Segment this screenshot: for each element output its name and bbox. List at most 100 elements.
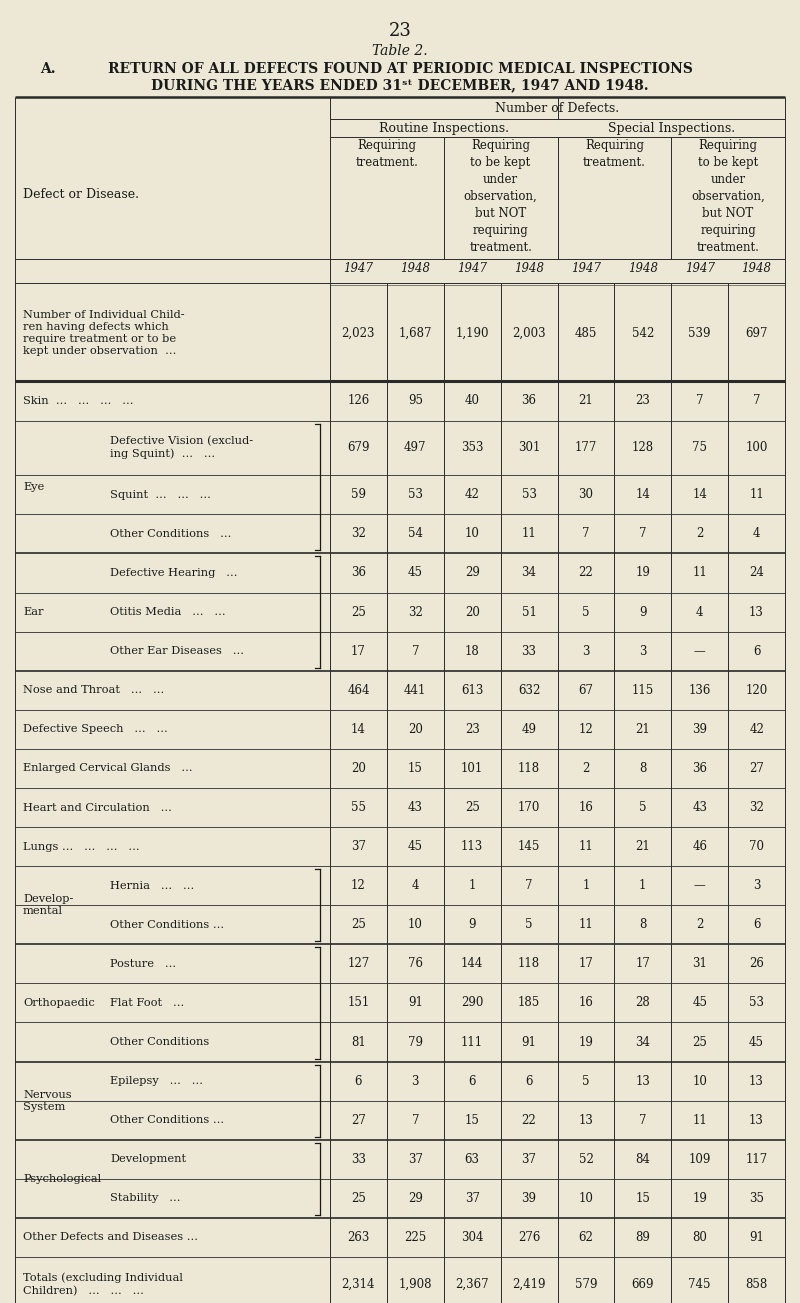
Text: Requiring
treatment.: Requiring treatment. xyxy=(583,139,646,169)
Text: Psychological: Psychological xyxy=(23,1174,101,1184)
Text: 91: 91 xyxy=(749,1231,764,1244)
Text: 113: 113 xyxy=(461,840,483,853)
Text: 35: 35 xyxy=(749,1192,764,1205)
Text: Heart and Circulation   ...: Heart and Circulation ... xyxy=(23,803,172,813)
Text: Table 2.: Table 2. xyxy=(372,44,428,59)
Text: 441: 441 xyxy=(404,684,426,697)
Text: 15: 15 xyxy=(408,762,422,775)
Text: 5: 5 xyxy=(639,801,646,814)
Text: 6: 6 xyxy=(354,1075,362,1088)
Text: 697: 697 xyxy=(746,327,768,340)
Text: Other Ear Diseases   ...: Other Ear Diseases ... xyxy=(110,646,244,657)
Text: 52: 52 xyxy=(578,1153,594,1166)
Text: 15: 15 xyxy=(465,1114,480,1127)
Text: Hernia   ...   ...: Hernia ... ... xyxy=(110,881,194,891)
Text: 1948: 1948 xyxy=(628,262,658,275)
Text: 37: 37 xyxy=(351,840,366,853)
Text: 1947: 1947 xyxy=(343,262,374,275)
Text: 17: 17 xyxy=(351,645,366,658)
Text: 59: 59 xyxy=(351,489,366,502)
Text: 22: 22 xyxy=(522,1114,537,1127)
Text: 20: 20 xyxy=(465,606,480,619)
Text: Development: Development xyxy=(110,1154,186,1165)
Text: 63: 63 xyxy=(465,1153,480,1166)
Text: 10: 10 xyxy=(408,919,422,932)
Text: 19: 19 xyxy=(578,1036,594,1049)
Text: 745: 745 xyxy=(689,1278,711,1291)
Text: 276: 276 xyxy=(518,1231,540,1244)
Text: 6: 6 xyxy=(753,919,760,932)
Text: 13: 13 xyxy=(749,1075,764,1088)
Text: 23: 23 xyxy=(635,395,650,408)
Text: 27: 27 xyxy=(351,1114,366,1127)
Text: 2,367: 2,367 xyxy=(455,1278,489,1291)
Text: 76: 76 xyxy=(408,958,423,971)
Text: 12: 12 xyxy=(351,880,366,893)
Text: 28: 28 xyxy=(635,997,650,1010)
Text: 3: 3 xyxy=(582,645,590,658)
Text: 485: 485 xyxy=(574,327,597,340)
Text: 669: 669 xyxy=(631,1278,654,1291)
Text: Nose and Throat   ...   ...: Nose and Throat ... ... xyxy=(23,685,164,696)
Text: 21: 21 xyxy=(578,395,594,408)
Text: Defect or Disease.: Defect or Disease. xyxy=(23,188,139,201)
Text: 11: 11 xyxy=(692,567,707,580)
Text: 3: 3 xyxy=(411,1075,419,1088)
Text: 170: 170 xyxy=(518,801,540,814)
Text: Eye: Eye xyxy=(23,482,44,493)
Text: Other Conditions ...: Other Conditions ... xyxy=(110,1115,224,1126)
Text: Requiring
treatment.: Requiring treatment. xyxy=(355,139,418,169)
Text: Requiring
to be kept
under
observation,
but NOT
requiring
treatment.: Requiring to be kept under observation, … xyxy=(691,139,765,254)
Text: 91: 91 xyxy=(522,1036,537,1049)
Text: 17: 17 xyxy=(578,958,594,971)
Text: Number of Defects.: Number of Defects. xyxy=(495,102,619,115)
Text: 7: 7 xyxy=(639,528,646,541)
Text: 151: 151 xyxy=(347,997,370,1010)
Text: 55: 55 xyxy=(351,801,366,814)
Text: 118: 118 xyxy=(518,958,540,971)
Text: 7: 7 xyxy=(753,395,760,408)
Text: 3: 3 xyxy=(639,645,646,658)
Text: 16: 16 xyxy=(578,997,594,1010)
Text: 109: 109 xyxy=(689,1153,711,1166)
Text: 23: 23 xyxy=(465,723,480,736)
Text: 42: 42 xyxy=(749,723,764,736)
Text: 25: 25 xyxy=(351,919,366,932)
Text: 1947: 1947 xyxy=(571,262,601,275)
Text: 31: 31 xyxy=(692,958,707,971)
Text: 19: 19 xyxy=(692,1192,707,1205)
Text: 7: 7 xyxy=(411,1114,419,1127)
Text: 115: 115 xyxy=(632,684,654,697)
Text: 2: 2 xyxy=(696,528,703,541)
Text: 84: 84 xyxy=(635,1153,650,1166)
Text: 858: 858 xyxy=(746,1278,768,1291)
Text: 42: 42 xyxy=(465,489,480,502)
Text: 89: 89 xyxy=(635,1231,650,1244)
Text: Flat Foot   ...: Flat Foot ... xyxy=(110,998,184,1009)
Text: 1947: 1947 xyxy=(685,262,714,275)
Text: —: — xyxy=(694,645,706,658)
Text: 32: 32 xyxy=(351,528,366,541)
Text: RETURN OF ALL DEFECTS FOUND AT PERIODIC MEDICAL INSPECTIONS: RETURN OF ALL DEFECTS FOUND AT PERIODIC … xyxy=(107,63,693,76)
Text: 53: 53 xyxy=(408,489,423,502)
Text: 11: 11 xyxy=(578,840,594,853)
Text: Squint  ...   ...   ...: Squint ... ... ... xyxy=(110,490,211,500)
Text: Enlarged Cervical Glands   ...: Enlarged Cervical Glands ... xyxy=(23,764,193,774)
Text: 6: 6 xyxy=(469,1075,476,1088)
Text: 16: 16 xyxy=(578,801,594,814)
Text: Epilepsy   ...   ...: Epilepsy ... ... xyxy=(110,1076,203,1087)
Text: 14: 14 xyxy=(635,489,650,502)
Text: 6: 6 xyxy=(753,645,760,658)
Text: 9: 9 xyxy=(639,606,646,619)
Text: 1,687: 1,687 xyxy=(398,327,432,340)
Text: 11: 11 xyxy=(692,1114,707,1127)
Text: 33: 33 xyxy=(351,1153,366,1166)
Text: 34: 34 xyxy=(522,567,537,580)
Text: 79: 79 xyxy=(408,1036,423,1049)
Text: 7: 7 xyxy=(582,528,590,541)
Text: Posture   ...: Posture ... xyxy=(110,959,176,969)
Text: 542: 542 xyxy=(632,327,654,340)
Text: 679: 679 xyxy=(347,442,370,455)
Text: A.: A. xyxy=(40,63,56,76)
Text: 304: 304 xyxy=(461,1231,483,1244)
